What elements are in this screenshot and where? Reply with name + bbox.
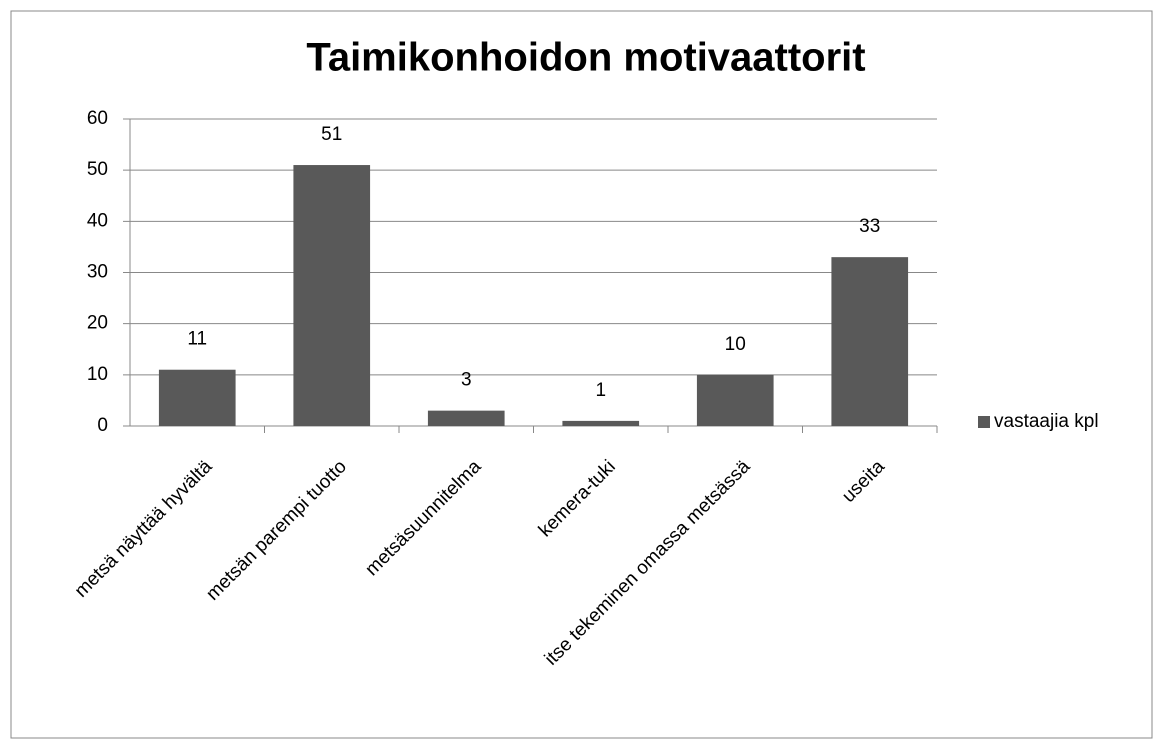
y-tick-label: 20 xyxy=(87,313,108,334)
bar xyxy=(696,374,774,426)
y-tick-label: 40 xyxy=(87,210,108,231)
data-label: 1 xyxy=(595,380,606,401)
bar xyxy=(158,369,236,426)
y-tick-label: 0 xyxy=(97,415,108,436)
y-tick-label: 10 xyxy=(87,364,108,385)
bar xyxy=(293,165,371,427)
bar xyxy=(427,410,505,426)
bar xyxy=(562,420,640,426)
bar xyxy=(831,257,909,426)
y-tick-label: 30 xyxy=(87,262,108,283)
data-label: 10 xyxy=(725,334,746,355)
data-label: 33 xyxy=(859,216,880,237)
y-tick-label: 60 xyxy=(87,108,108,129)
legend-swatch xyxy=(978,416,990,428)
legend-label: vastaajia kpl xyxy=(994,411,1099,432)
data-label: 51 xyxy=(321,124,342,145)
chart-title: Taimikonhoidon motivaattorit xyxy=(306,36,865,80)
y-tick-label: 50 xyxy=(87,159,108,180)
data-label: 11 xyxy=(187,329,207,350)
data-label: 3 xyxy=(461,370,472,391)
